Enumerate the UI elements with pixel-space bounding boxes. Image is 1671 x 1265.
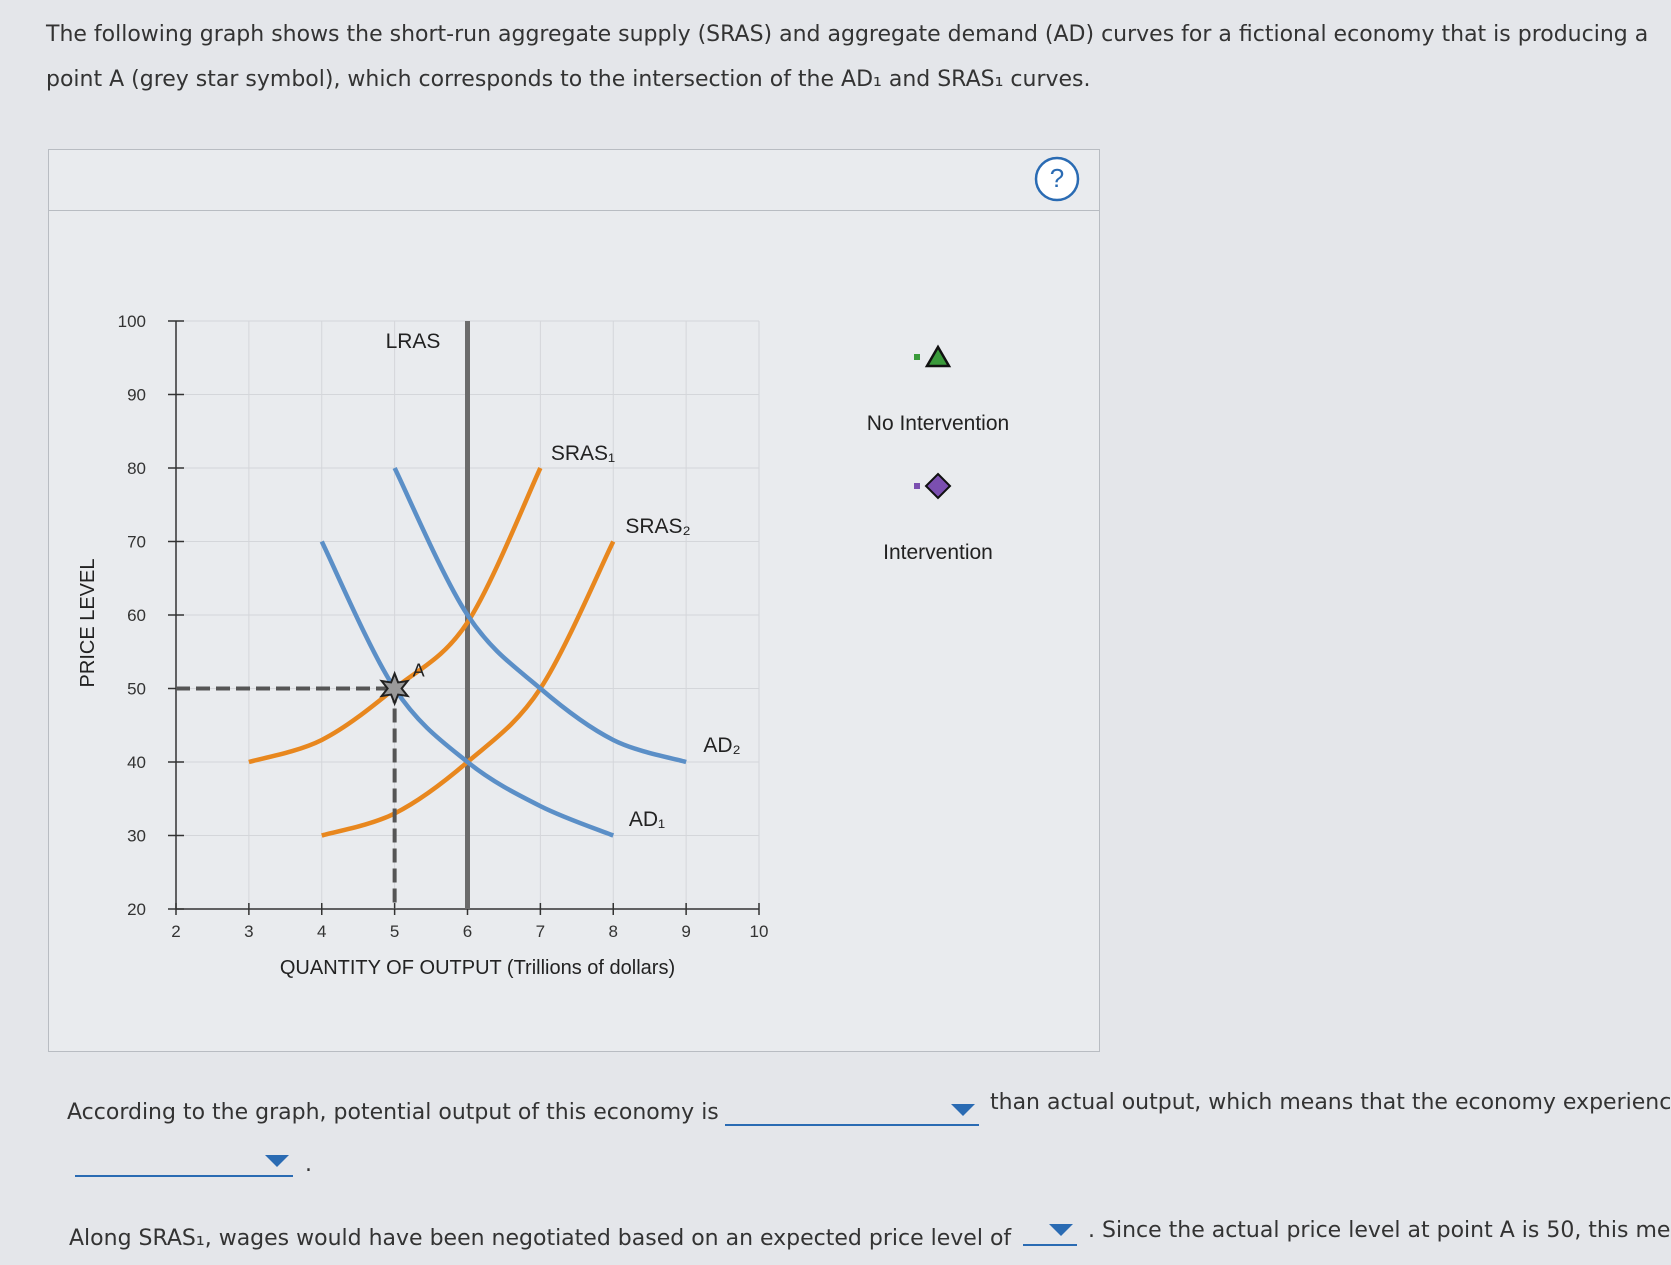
x-axis-label: QUANTITY OF OUTPUT (Trillions of dollars… [280,957,675,979]
curve-label: LRAS [386,330,441,353]
y-tick-label: 40 [127,753,146,772]
y-tick-label: 90 [127,386,146,405]
x-tick-label: 7 [536,922,545,941]
point-label: A [413,661,425,681]
x-tick-label: 3 [244,922,253,941]
y-tick-label: 70 [127,533,146,552]
y-tick-label: 20 [127,900,146,919]
dropdown[interactable] [75,1151,293,1177]
x-tick-label: 9 [681,922,690,941]
curve-label: SRAS₁ [551,442,615,465]
curve [321,540,616,838]
question-text: Along SRAS₁, wages would have been negot… [69,1226,1012,1251]
dropdown[interactable] [725,1100,979,1126]
tool-handle[interactable] [914,483,920,489]
curve [248,467,543,765]
curve-label: SRAS₂ [625,515,690,538]
point-marker [379,670,410,707]
curve-label: AD₁ [629,808,665,831]
y-axis-label: PRICE LEVEL [77,559,99,688]
curve [319,540,615,838]
question-text: than actual output, which means that the… [990,1090,1671,1115]
intro-line: point A (grey star symbol), which corres… [46,67,1091,92]
x-tick-label: 8 [609,922,618,941]
dropdown[interactable] [1023,1220,1077,1246]
question-text: . Since the actual price level at point … [1088,1218,1671,1243]
panel-header [49,150,1099,211]
dropdown-arrow[interactable] [1049,1224,1073,1238]
help-icon[interactable]: ? [1050,163,1064,193]
x-tick-label: 2 [171,922,180,941]
x-tick-label: 5 [390,922,399,941]
curve-label: AD₂ [703,734,740,757]
y-tick-label: 80 [127,459,146,478]
curve [392,467,687,765]
x-tick-label: 4 [317,922,326,941]
tool-handle[interactable] [914,354,920,360]
question-text: . [305,1152,312,1177]
x-tick-label: 10 [750,922,769,941]
dropdown-arrow[interactable] [265,1155,289,1169]
tool-label[interactable]: No Intervention [867,412,1009,435]
y-tick-label: 60 [127,606,146,625]
help-button[interactable] [1034,156,1080,202]
y-tick-label: 100 [118,312,146,331]
question-text: According to the graph, potential output… [67,1100,719,1125]
y-tick-label: 30 [127,827,146,846]
tool-icon[interactable] [924,344,952,368]
x-tick-label: 6 [463,922,472,941]
intro-line: The following graph shows the short-run … [46,22,1649,47]
graph-panel [48,149,1100,1052]
y-tick-label: 50 [127,680,146,699]
tool-icon[interactable] [924,472,952,500]
tool-label[interactable]: Intervention [883,541,993,564]
dropdown-arrow[interactable] [951,1104,975,1118]
